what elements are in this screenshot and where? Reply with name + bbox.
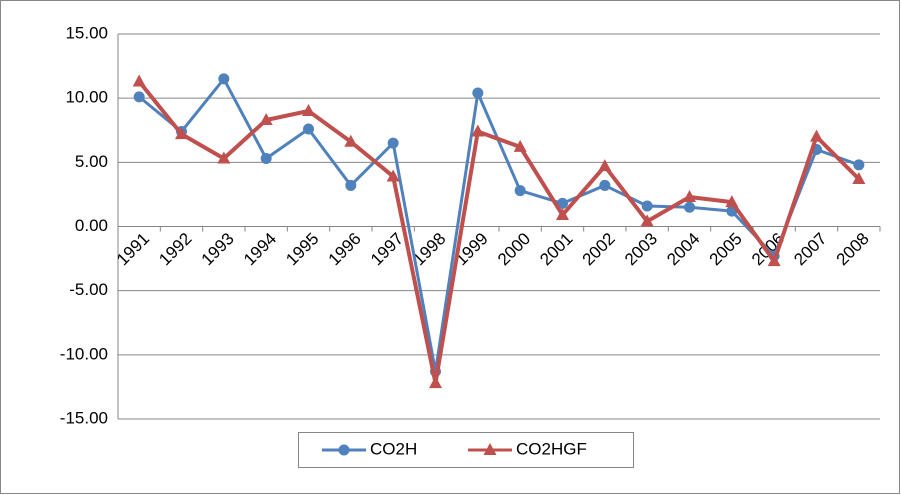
point [429,376,442,389]
point [387,137,399,149]
point [472,87,484,99]
y-tick-label: 10.00 [65,88,108,107]
point [683,189,696,202]
point [344,134,358,147]
point [386,169,400,182]
point [640,214,654,227]
series-line [138,77,860,374]
legend-label: CO2H [370,439,417,458]
point [133,91,145,103]
point [725,195,739,208]
legend-label: CO2HGF [516,439,587,458]
point [556,207,569,220]
point [303,123,314,135]
point [599,179,611,191]
y-tick-label: -10.00 [60,344,108,363]
point [217,151,231,164]
point [175,127,188,140]
point [218,73,230,85]
point [767,254,781,267]
point [684,201,695,213]
point [641,200,653,212]
point [853,159,865,171]
y-tick-label: 15.00 [65,23,108,42]
legend-marker [338,444,350,456]
point [259,112,273,125]
y-tick-label: 0.00 [75,216,108,235]
point [852,172,866,185]
point [345,179,357,191]
y-tick-label: 5.00 [75,152,108,171]
point [302,104,315,116]
legend-marker [483,443,497,455]
point [513,139,527,152]
series-line [137,80,861,386]
y-tick-label: -5.00 [69,280,108,299]
point [810,129,823,142]
point [514,185,526,197]
point [598,159,612,172]
point [132,74,146,87]
point [557,197,568,209]
point [471,124,485,137]
point [260,152,272,164]
y-tick-label: -15.00 [60,408,108,427]
